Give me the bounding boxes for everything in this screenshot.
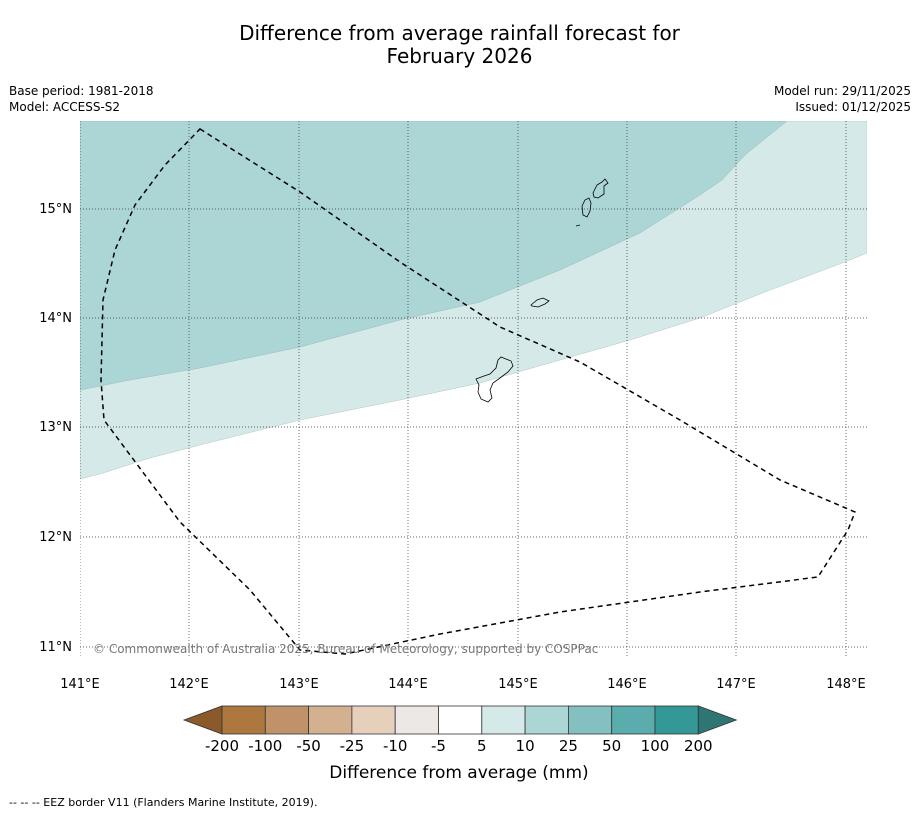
model-run-text: Model run: 29/11/2025	[773, 84, 911, 98]
lon-label-148: 148°E	[826, 677, 866, 692]
colorbar-tick-label: -50	[296, 737, 321, 755]
colorbar-segment	[611, 705, 656, 735]
lon-label-141: 141°E	[60, 677, 100, 692]
model-text: Model: ACCESS-S2	[9, 100, 121, 114]
colorbar-tick-label: -10	[383, 737, 408, 755]
island-saipan	[592, 178, 609, 199]
lat-labels: 15°N 14°N 13°N 12°N 11°N	[39, 202, 72, 655]
colorbar-segment	[568, 705, 613, 735]
colorbar-tick-label: -100	[248, 737, 282, 755]
base-period-text: Base period: 1981-2018	[9, 84, 154, 98]
colorbar-extend-high	[697, 705, 738, 735]
lat-label-15: 15°N	[39, 202, 72, 217]
colorbar-tick-label: 50	[602, 737, 621, 755]
island-tinian	[581, 197, 592, 218]
islands	[475, 178, 609, 403]
colorbar-tick-label: 5	[477, 737, 487, 755]
island-rota	[530, 297, 550, 308]
lon-label-144: 144°E	[388, 677, 428, 692]
colorbar-tick-label: -25	[340, 737, 365, 755]
lat-label-14: 14°N	[39, 311, 72, 326]
colorbar-tick-label: 25	[559, 737, 578, 755]
colorbar	[182, 705, 738, 735]
colorbar-tick-label: -200	[205, 737, 239, 755]
lon-label-142: 142°E	[169, 677, 209, 692]
colorbar-segment	[351, 705, 396, 735]
meta-right: Model run: 29/11/2025 Issued: 01/12/2025	[774, 83, 911, 115]
rainfall-band-dark	[80, 121, 788, 391]
colorbar-segment	[264, 705, 309, 735]
colorbar-tick-label: 10	[516, 737, 535, 755]
colorbar-tick-labels: -200 -100 -50 -25 -10 -5 5 10 25 50 100 200	[205, 737, 713, 755]
lat-label-13: 13°N	[39, 420, 72, 435]
chart-title-line1: Difference from average rainfall forecas…	[239, 21, 680, 45]
lon-label-145: 145°E	[498, 677, 538, 692]
colorbar-segment	[221, 705, 266, 735]
lon-labels: 141°E 142°E 143°E 144°E 145°E 146°E 147°…	[60, 677, 866, 692]
island-guam	[475, 356, 514, 403]
colorbar-segment	[308, 705, 353, 735]
colorbar-segment	[654, 705, 699, 735]
colorbar-label: Difference from average (mm)	[329, 763, 588, 783]
footnote: -- -- -- EEZ border V11 (Flanders Marine…	[9, 796, 318, 809]
colorbar-segment	[481, 705, 526, 735]
lat-label-12: 12°N	[39, 530, 72, 545]
chart-title-line2: February 2026	[386, 44, 533, 68]
colorbar-extend-low	[182, 705, 223, 735]
gridlines	[80, 121, 867, 656]
eez-border	[100, 128, 856, 655]
lon-label-147: 147°E	[716, 677, 756, 692]
lon-label-146: 146°E	[607, 677, 647, 692]
colorbar-tick-label: 100	[641, 737, 670, 755]
colorbar-segment	[394, 705, 439, 735]
island-aguijan	[575, 224, 581, 227]
issued-text: Issued: 01/12/2025	[795, 100, 911, 114]
lon-label-143: 143°E	[279, 677, 319, 692]
map-plot-area: © Commonwealth of Australia 2025, Bureau…	[80, 121, 867, 656]
meta-left: Base period: 1981-2018 Model: ACCESS-S2	[9, 83, 154, 115]
chart-title: Difference from average rainfall forecas…	[0, 22, 919, 68]
colorbar-tick-label: 200	[684, 737, 713, 755]
lat-label-11: 11°N	[39, 640, 72, 655]
colorbar-segment	[524, 705, 569, 735]
colorbar-segment	[438, 705, 483, 735]
copyright-text: © Commonwealth of Australia 2025, Bureau…	[93, 642, 598, 656]
colorbar-tick-label: -5	[431, 737, 446, 755]
